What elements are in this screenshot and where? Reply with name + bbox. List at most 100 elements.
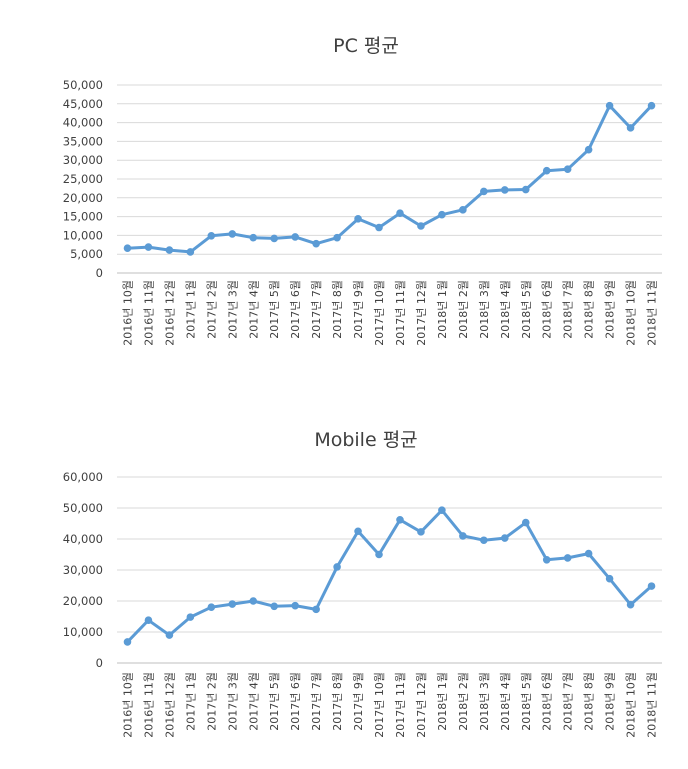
x-tick-label: 2017년 8월 [331, 280, 344, 339]
y-tick-label: 25,000 [63, 172, 103, 186]
y-tick-label: 10,000 [63, 625, 103, 639]
data-point [249, 233, 258, 242]
y-tick-label: 20,000 [63, 191, 103, 205]
data-point [584, 549, 593, 558]
x-tick-label: 2018년 1월 [436, 672, 449, 731]
x-tick-label: 2017년 3월 [226, 672, 239, 731]
data-point [333, 563, 341, 571]
y-tick-label: 40,000 [63, 532, 103, 546]
x-tick-label: 2018년 2월 [457, 280, 470, 339]
x-tick-label: 2016년 10월 [121, 280, 134, 346]
data-point [417, 222, 425, 230]
data-point [521, 518, 530, 527]
x-tick-label: 2018년 7월 [562, 672, 575, 731]
y-tick-label: 35,000 [63, 134, 103, 148]
x-tick-label: 2018년 9월 [604, 672, 617, 731]
x-tick-label: 2017년 1월 [184, 672, 197, 731]
data-point [228, 600, 237, 608]
x-tick-label: 2017년 9월 [352, 672, 365, 731]
data-point [375, 550, 383, 559]
data-point [291, 601, 299, 610]
x-tick-label: 2018년 10월 [625, 280, 638, 346]
data-point [312, 239, 320, 248]
data-point [500, 186, 509, 194]
data-point [542, 555, 551, 564]
chart-title: Mobile 평균 [314, 429, 417, 451]
x-tick-label: 2017년 6월 [289, 672, 302, 731]
data-point [186, 248, 195, 256]
x-tick-label: 2018년 6월 [541, 280, 554, 339]
chart-title: PC 평균 [333, 35, 399, 57]
x-tick-label: 2016년 12월 [163, 280, 176, 346]
x-tick-label: 2017년 3월 [226, 280, 239, 339]
x-tick-label: 2017년 1월 [184, 280, 197, 339]
x-tick-label: 2018년 5월 [520, 280, 533, 339]
x-tick-label: 2018년 2월 [457, 672, 470, 731]
x-tick-label: 2017년 10월 [373, 672, 386, 738]
y-tick-label: 45,000 [63, 97, 103, 111]
data-point [417, 528, 425, 536]
data-point [584, 145, 593, 154]
data-point [312, 605, 320, 614]
x-tick-label: 2018년 10월 [625, 672, 638, 738]
data-point [186, 613, 195, 621]
x-tick-label: 2016년 11월 [142, 672, 155, 738]
y-tick-label: 30,000 [63, 563, 103, 577]
data-point [354, 527, 362, 536]
y-tick-label: 15,000 [63, 210, 103, 224]
y-tick-label: 60,000 [63, 470, 103, 484]
data-point [647, 101, 656, 110]
x-tick-label: 2017년 5월 [268, 672, 281, 731]
data-point [354, 215, 362, 223]
y-tick-label: 30,000 [63, 153, 103, 167]
data-point [480, 187, 488, 196]
x-tick-label: 2018년 11월 [646, 280, 659, 346]
x-tick-label: 2017년 10월 [373, 280, 386, 346]
data-point [396, 209, 404, 218]
x-tick-label: 2016년 10월 [121, 672, 134, 738]
x-tick-label: 2018년 6월 [541, 672, 554, 731]
x-tick-label: 2017년 2월 [205, 280, 218, 339]
data-point [228, 230, 237, 238]
x-tick-label: 2016년 12월 [163, 672, 176, 738]
x-tick-label: 2017년 5월 [268, 280, 281, 339]
y-tick-label: 40,000 [63, 116, 103, 130]
x-tick-label: 2018년 9월 [604, 280, 617, 339]
y-tick-label: 10,000 [63, 228, 103, 242]
x-tick-label: 2018년 7월 [562, 280, 575, 339]
x-tick-label: 2018년 3월 [478, 672, 491, 731]
y-tick-label: 50,000 [63, 78, 103, 92]
series-line [126, 508, 653, 644]
data-point [438, 210, 446, 219]
x-tick-label: 2017년 12월 [415, 672, 428, 738]
data-point [375, 223, 383, 232]
x-tick-label: 2016년 11월 [142, 280, 155, 346]
data-point [270, 602, 279, 611]
data-point [480, 536, 488, 545]
data-point [563, 165, 572, 174]
data-point [605, 101, 614, 110]
data-point [165, 246, 174, 254]
x-tick-label: 2017년 2월 [205, 672, 218, 731]
x-tick-label: 2018년 11월 [646, 672, 659, 738]
data-point [123, 244, 132, 252]
y-tick-label: 20,000 [63, 594, 103, 608]
x-tick-label: 2018년 3월 [478, 280, 491, 339]
x-tick-label: 2017년 4월 [247, 280, 260, 339]
x-tick-label: 2017년 12월 [415, 280, 428, 346]
data-point [563, 554, 572, 562]
data-point [207, 603, 216, 612]
x-tick-label: 2017년 8월 [331, 672, 344, 731]
x-tick-label: 2018년 8월 [583, 280, 596, 339]
x-tick-label: 2018년 4월 [499, 672, 512, 731]
data-point [165, 631, 174, 639]
data-point [626, 600, 635, 609]
data-point [291, 233, 299, 241]
data-point [626, 124, 635, 132]
data-point [144, 243, 153, 251]
data-point [207, 231, 216, 240]
data-point [542, 166, 551, 175]
x-tick-label: 2017년 6월 [289, 280, 302, 339]
y-tick-label: 50,000 [63, 501, 103, 515]
